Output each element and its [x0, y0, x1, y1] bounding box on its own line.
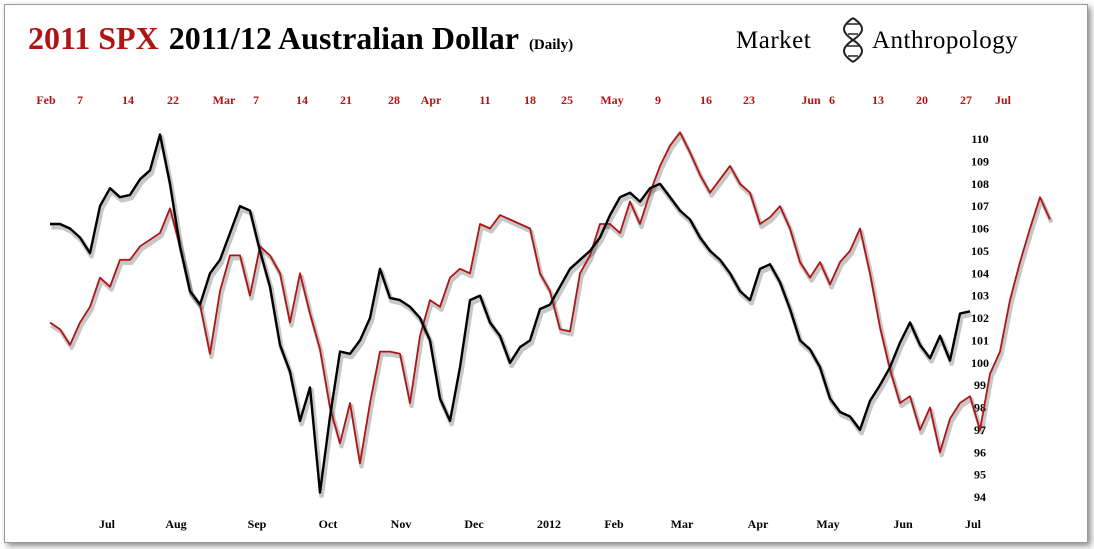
- y-tick-label: 102: [971, 311, 989, 325]
- y-tick-label: 107: [971, 199, 989, 213]
- dna-icon: [843, 17, 863, 63]
- chart-title: 2011 SPX 2011/12 Australian Dollar (Daily): [28, 20, 573, 56]
- y-tick-label: 95: [974, 468, 986, 482]
- top-tick-label: 7: [77, 93, 83, 107]
- bottom-tick-label: Oct: [319, 517, 338, 531]
- y-axis-ticks: 1101091081071061051041031021011009998979…: [971, 132, 989, 504]
- top-tick-label: 25: [561, 93, 573, 107]
- bottom-tick-label: May: [816, 517, 839, 531]
- top-tick-label: 27: [960, 93, 972, 107]
- chart-frame: [4, 4, 1088, 543]
- top-tick-label: 22: [167, 93, 179, 107]
- top-tick-label: 6: [829, 93, 835, 107]
- bottom-tick-label: Dec: [464, 517, 484, 531]
- top-tick-label: 16: [700, 93, 712, 107]
- top-tick-label: 14: [122, 93, 134, 107]
- bottom-tick-label: Apr: [748, 517, 769, 531]
- top-tick-label: 28: [388, 93, 400, 107]
- top-tick-label: 20: [916, 93, 928, 107]
- y-tick-label: 100: [971, 356, 989, 370]
- bottom-tick-label: Aug: [165, 517, 186, 531]
- bottom-tick-label: Mar: [671, 517, 694, 531]
- top-tick-label: 23: [743, 93, 755, 107]
- y-tick-label: 99: [974, 378, 986, 392]
- top-tick-label: 18: [524, 93, 536, 107]
- top-tick-label: 14: [296, 93, 308, 107]
- bottom-tick-label: Nov: [391, 517, 412, 531]
- brand-market: Market: [736, 27, 811, 54]
- brand-anthropology: Anthropology: [872, 27, 1018, 54]
- bottom-tick-label: Jul: [99, 517, 116, 531]
- top-axis-ticks: Feb 7 14 22 Mar 7 14 21 28 Apr 11 18 25 May 9 16 23 Jun 6 1…: [36, 93, 1011, 107]
- aud-series-line: [50, 133, 971, 494]
- bottom-tick-label: Feb: [604, 517, 624, 531]
- brand-logo: Market Anthropology: [736, 17, 1018, 63]
- bottom-axis-ticks: Jul Aug Sep Oct Nov Dec 2012 Feb Mar Apr May Jun Jul: [99, 517, 982, 531]
- top-tick-label: May: [600, 93, 623, 107]
- y-tick-label: 106: [971, 222, 989, 236]
- aud-series-line-shadow: [51, 135, 973, 498]
- y-tick-label: 110: [971, 132, 988, 146]
- top-tick-label: Apr: [421, 93, 442, 107]
- y-tick-label: 101: [971, 333, 989, 347]
- top-tick-label: Jun: [801, 93, 821, 107]
- bottom-tick-label: Sep: [248, 517, 267, 531]
- y-tick-label: 108: [971, 177, 989, 191]
- bottom-tick-label: Jul: [965, 517, 982, 531]
- y-tick-label: 96: [974, 445, 986, 459]
- top-tick-label: Feb: [36, 93, 56, 107]
- y-tick-label: 104: [971, 266, 989, 280]
- top-tick-label: 13: [872, 93, 884, 107]
- bottom-tick-label: 2012: [537, 517, 561, 531]
- top-tick-label: 9: [655, 93, 661, 107]
- y-tick-label: 103: [971, 289, 989, 303]
- y-tick-label: 109: [971, 154, 989, 168]
- title-spx: 2011 SPX 2011/12 Australian Dollar (Daily): [28, 20, 573, 56]
- spx-series-line: [49, 131, 1051, 465]
- series-layer: [49, 131, 1054, 498]
- bottom-tick-label: Jun: [893, 517, 913, 531]
- y-tick-label: 105: [971, 244, 989, 258]
- top-tick-label: 21: [340, 93, 352, 107]
- top-tick-label: Mar: [213, 93, 236, 107]
- y-tick-label: 94: [974, 490, 986, 504]
- top-tick-label: 7: [253, 93, 259, 107]
- top-tick-label: Jul: [995, 93, 1012, 107]
- top-tick-label: 11: [479, 93, 490, 107]
